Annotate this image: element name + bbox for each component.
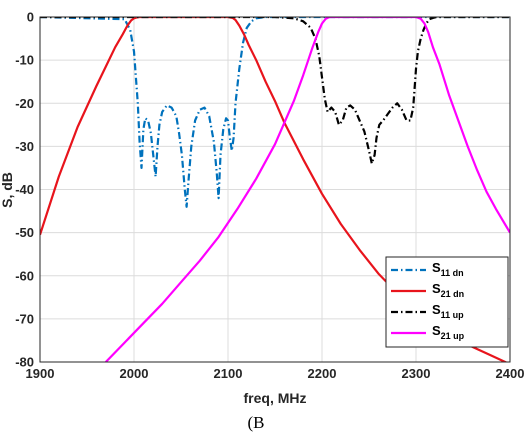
y-tick-label: -60 [15, 268, 34, 283]
y-tick-label: -40 [15, 182, 34, 197]
legend-entry-11-up: S11 up [432, 302, 464, 320]
legend-entry-21-dn: S21 dn [432, 281, 464, 299]
y-tick-label: -30 [15, 139, 34, 154]
series-line-11-dn [40, 17, 510, 208]
series-line-21-up [105, 17, 510, 362]
ticks: 1900 2000 2100 2200 2300 2400 0 -10 -20 -30 -40 -50… [15, 10, 524, 382]
series-line-11-up [40, 17, 510, 165]
legend-entry-11-dn: S11 dn [432, 260, 464, 278]
y-tick-label: 0 [27, 10, 34, 25]
legend: S11 dn S21 dn S11 up S21 up [385, 256, 509, 348]
y-tick-label: -70 [15, 311, 34, 326]
x-tick-label: 1900 [26, 366, 55, 381]
x-tick-label: 2100 [214, 366, 243, 381]
x-tick-label: 2200 [308, 366, 337, 381]
legend-entry-21-up: S21 up [432, 323, 465, 341]
caption: (B [248, 413, 265, 432]
plot-frame [39, 16, 511, 363]
x-tick-label: 2000 [120, 366, 149, 381]
x-axis-label: freq, MHz [244, 390, 307, 406]
x-tick-label: 2300 [402, 366, 431, 381]
y-tick-label: -80 [15, 355, 34, 370]
y-axis-label: S, dB [0, 172, 15, 208]
y-tick-label: -50 [15, 225, 34, 240]
y-tick-label: -20 [15, 96, 34, 111]
x-tick-label: 2400 [496, 366, 525, 381]
y-tick-label: -10 [15, 53, 34, 68]
